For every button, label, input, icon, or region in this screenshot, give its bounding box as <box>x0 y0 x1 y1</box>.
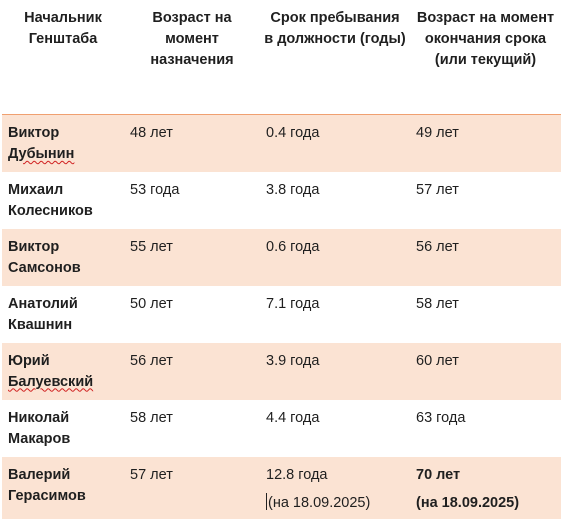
header-age-appointed: Возраст на момент назначения <box>124 0 260 115</box>
age-appointed-cell[interactable]: 57 лет <box>124 456 260 519</box>
age-end-cell[interactable]: 63 года <box>416 409 466 426</box>
age-appointed-cell[interactable]: 48 лет <box>124 114 260 172</box>
age-appointed-cell[interactable]: 58 лет <box>130 409 173 426</box>
age-end-cell[interactable]: 70 лет (на 18.09.2025) <box>410 456 561 519</box>
age-end-cell[interactable]: 49 лет <box>410 114 561 172</box>
chief-last-name: Колесников <box>8 202 93 219</box>
table-row: Юрий Балуевский 56 лет 3.9 года 60 лет <box>2 342 561 400</box>
header-chief: Начальник Генштаба <box>2 0 124 115</box>
chief-last-name: Самсонов <box>8 259 81 276</box>
term-cell[interactable]: 4.4 года <box>266 409 320 426</box>
term-cell[interactable]: 3.9 года <box>260 342 410 400</box>
chief-first-name: Михаил <box>8 181 64 198</box>
age-end-cell[interactable]: 57 лет <box>416 181 459 198</box>
chief-name-cell[interactable]: Михаил Колесников <box>2 172 124 229</box>
text-cursor <box>266 492 267 510</box>
chief-last-name: Квашнин <box>8 316 73 333</box>
age-end-value: 70 лет <box>416 466 461 483</box>
table-row: Виктор Дубынин 48 лет 0.4 года 49 лет <box>2 114 561 172</box>
age-end-cell[interactable]: 56 лет <box>410 228 561 286</box>
chief-name-cell[interactable]: Виктор Самсонов <box>2 228 124 286</box>
term-cell[interactable]: 0.4 года <box>260 114 410 172</box>
table-row: Валерий Герасимов 57 лет 12.8 года (на 1… <box>2 456 561 519</box>
table-row: Михаил Колесников 53 года 3.8 года 57 ле… <box>2 172 561 229</box>
term-value: 12.8 года <box>266 466 328 483</box>
age-end-cell[interactable]: 60 лет <box>410 342 561 400</box>
table-row: Виктор Самсонов 55 лет 0.6 года 56 лет <box>2 228 561 286</box>
term-cell[interactable]: 3.8 года <box>266 181 320 198</box>
chief-first-name: Анатолий <box>8 295 78 312</box>
age-end-cell[interactable]: 58 лет <box>416 295 459 312</box>
table-row: Николай Макаров 58 лет 4.4 года 63 года <box>2 400 561 457</box>
chief-last-name: Макаров <box>8 430 71 447</box>
chief-first-name: Валерий <box>8 466 71 483</box>
header-age-end: Возраст на момент окончания срока (или т… <box>410 0 561 115</box>
table-header-row: Начальник Генштаба Возраст на момент наз… <box>2 0 561 115</box>
term-cell[interactable]: 12.8 года (на 18.09.2025) <box>260 456 410 519</box>
term-cell[interactable]: 7.1 года <box>266 295 320 312</box>
chief-first-name: Виктор <box>8 238 60 255</box>
age-appointed-cell[interactable]: 53 года <box>130 181 180 198</box>
table-row: Анатолий Квашнин 50 лет 7.1 года 58 лет <box>2 286 561 343</box>
age-appointed-cell[interactable]: 50 лет <box>130 295 173 312</box>
term-cell[interactable]: 0.6 года <box>260 228 410 286</box>
chief-last-name: Герасимов <box>8 487 86 504</box>
age-appointed-cell[interactable]: 56 лет <box>124 342 260 400</box>
chief-last-name: Дубынин <box>8 146 75 162</box>
chief-name-cell[interactable]: Валерий Герасимов <box>2 456 124 519</box>
chief-last-name: Балуевский <box>8 373 94 390</box>
chief-name-cell[interactable]: Виктор Дубынин <box>2 114 124 172</box>
term-date-note-text: (на 18.09.2025) <box>268 494 371 511</box>
chief-first-name: Николай <box>8 409 70 426</box>
term-date-note: (на 18.09.2025) <box>266 492 404 514</box>
chief-name-cell[interactable]: Анатолий Квашнин <box>2 286 124 343</box>
chief-name-cell[interactable]: Юрий Балуевский <box>2 342 124 400</box>
chief-first-name: Виктор <box>8 125 60 141</box>
age-end-date-note: (на 18.09.2025) <box>416 494 520 511</box>
age-appointed-cell[interactable]: 55 лет <box>124 228 260 286</box>
chief-name-cell[interactable]: Николай Макаров <box>2 400 124 457</box>
chief-first-name: Юрий <box>8 352 50 369</box>
header-term: Срок пребывания в должности (годы) <box>260 0 410 115</box>
